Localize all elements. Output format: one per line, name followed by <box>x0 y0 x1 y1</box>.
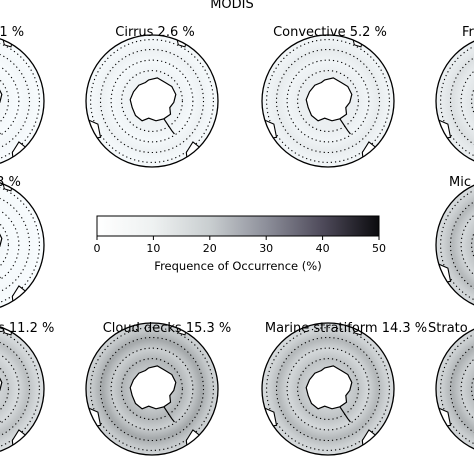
colorbar: 0 10 20 30 40 50 Frequence of Occurrence (%) <box>94 215 386 273</box>
occurrence-field <box>436 179 474 311</box>
peninsula-outline <box>339 118 351 135</box>
colorbar-label: Frequence of Occurrence (%) <box>154 259 321 273</box>
colorbar-bar <box>96 215 380 237</box>
map-boundary <box>0 38 45 164</box>
panel-title: Marine stratiform 14.3 % <box>265 321 427 336</box>
map-panel: 0.1 % <box>0 25 45 167</box>
map-panel: Convective 5.2 % <box>261 25 395 168</box>
antarctica-landmass <box>305 77 353 122</box>
latitude-ring <box>99 48 205 154</box>
map-panel: Mic <box>435 175 474 311</box>
map-panel: .3 % <box>0 175 45 311</box>
map-boundary <box>85 34 219 168</box>
map-boundary <box>85 322 219 456</box>
latitude-ring <box>0 59 20 143</box>
panel-title: .3 % <box>0 175 21 190</box>
latitude-ring <box>0 192 31 298</box>
latitude-ring <box>297 358 359 420</box>
latitude-ring <box>90 39 214 163</box>
antarctica-landmass <box>129 77 177 122</box>
latitude-ring <box>0 203 20 287</box>
map-panel: Cirrus 2.6 % <box>85 25 219 168</box>
latitude-ring <box>0 48 31 154</box>
map-boundary <box>0 326 45 452</box>
colorbar-tick-label: 50 <box>372 242 386 255</box>
peninsula-outline <box>339 406 351 423</box>
latitude-ring <box>121 358 183 420</box>
antarctica-landmass <box>129 365 177 410</box>
panel-title: Cirrus 2.6 % <box>115 25 194 40</box>
colorbar-tick-label: 40 <box>316 242 330 255</box>
map-panel: Strato <box>428 321 474 455</box>
latitude-ring <box>275 48 381 154</box>
occurrence-field <box>436 35 474 167</box>
latitude-ring <box>0 358 9 420</box>
figure-title: MODIS <box>210 0 254 12</box>
map-boundary <box>261 322 395 456</box>
panel-title: Cloud decks 15.3 % <box>103 321 232 336</box>
latitude-ring <box>0 347 20 431</box>
latitude-ring <box>0 39 40 163</box>
panel-title: 0.1 % <box>0 25 24 40</box>
latitude-ring <box>0 327 40 451</box>
peninsula-outline <box>163 118 175 135</box>
latitude-ring <box>297 70 359 132</box>
panel-title: Mic <box>449 175 471 190</box>
occurrence-field <box>436 323 474 455</box>
panel-title: Strato <box>428 321 468 336</box>
occurrence-field <box>0 323 44 455</box>
panel-title: s 11.2 % <box>0 321 54 336</box>
latitude-ring <box>121 70 183 132</box>
latitude-ring <box>0 70 9 132</box>
colorbar-tick-label: 20 <box>203 242 217 255</box>
map-panel: s 11.2 % <box>0 321 54 455</box>
latitude-ring <box>110 59 194 143</box>
latitude-ring <box>275 336 381 442</box>
latitude-ring <box>286 59 370 143</box>
latitude-ring <box>266 327 390 451</box>
latitude-ring <box>266 39 390 163</box>
map-boundary <box>0 182 45 308</box>
panel-title: Fr <box>462 25 474 40</box>
colorbar-tick-label: 10 <box>146 242 160 255</box>
map-panel: Marine stratiform 14.3 % <box>261 321 427 456</box>
colorbar-tick-label: 30 <box>259 242 273 255</box>
peninsula-outline <box>163 406 175 423</box>
map-boundary <box>435 40 474 162</box>
latitude-ring <box>286 347 370 431</box>
antarctica-landmass <box>305 365 353 410</box>
panel-title: Convective 5.2 % <box>273 25 387 40</box>
latitude-ring <box>110 347 194 431</box>
latitude-ring <box>99 336 205 442</box>
occurrence-field <box>0 179 44 311</box>
latitude-ring <box>0 214 9 276</box>
latitude-ring <box>0 336 31 442</box>
map-panel: Cloud decks 15.3 % <box>85 321 232 456</box>
occurrence-field <box>0 35 44 167</box>
map-boundary <box>435 328 474 450</box>
colorbar-tick-label: 0 <box>94 242 101 255</box>
latitude-ring <box>0 183 40 307</box>
latitude-ring <box>90 327 214 451</box>
map-boundary <box>435 184 474 306</box>
map-panel: Fr <box>435 25 474 167</box>
map-boundary <box>261 34 395 168</box>
